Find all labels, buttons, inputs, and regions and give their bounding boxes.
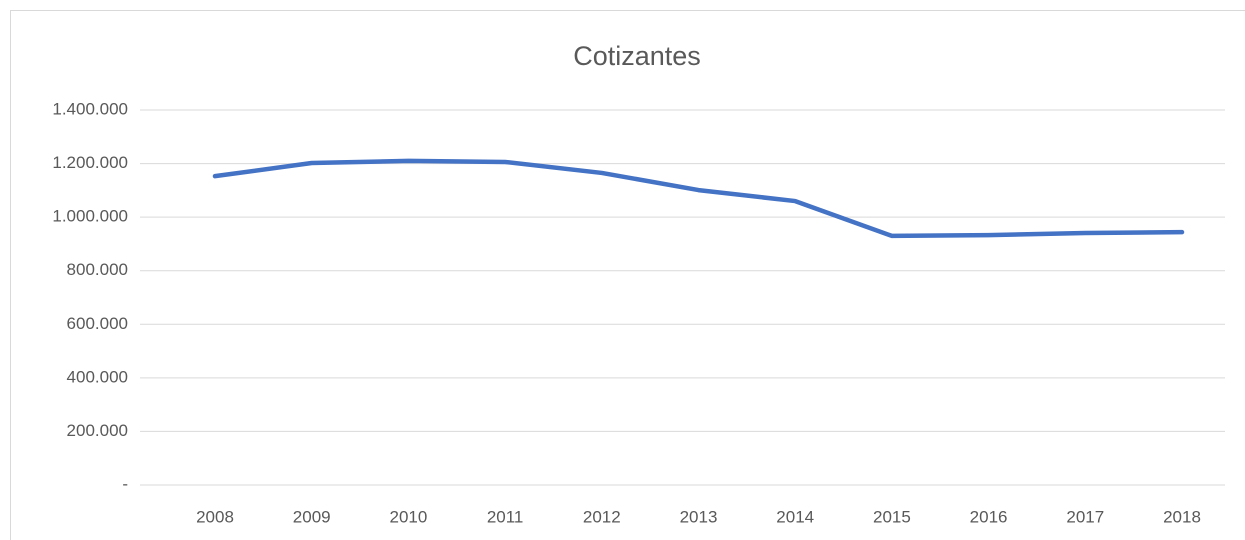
chart-frame <box>10 10 1245 540</box>
y-tick-label: - <box>122 474 128 493</box>
x-tick-label: 2014 <box>776 507 814 526</box>
x-tick-label: 2010 <box>389 507 427 526</box>
chart-title: Cotizantes <box>573 41 701 71</box>
x-tick-label: 2013 <box>680 507 718 526</box>
y-tick-label: 1.200.000 <box>52 153 128 172</box>
y-tick-label: 400.000 <box>67 367 128 386</box>
x-tick-label: 2008 <box>196 507 234 526</box>
y-tick-label: 800.000 <box>67 260 128 279</box>
x-tick-label: 2011 <box>487 507 524 526</box>
y-tick-label: 200.000 <box>67 421 128 440</box>
x-tick-label: 2015 <box>873 507 911 526</box>
y-tick-label: 1.400.000 <box>52 99 128 118</box>
y-tick-label: 600.000 <box>67 314 128 333</box>
x-tick-label: 2016 <box>970 507 1008 526</box>
x-tick-label: 2012 <box>583 507 621 526</box>
y-tick-label: 1.000.000 <box>52 207 128 226</box>
x-tick-label: 2018 <box>1163 507 1201 526</box>
x-tick-label: 2017 <box>1066 507 1104 526</box>
x-tick-label: 2009 <box>293 507 331 526</box>
line-series <box>212 158 1185 239</box>
